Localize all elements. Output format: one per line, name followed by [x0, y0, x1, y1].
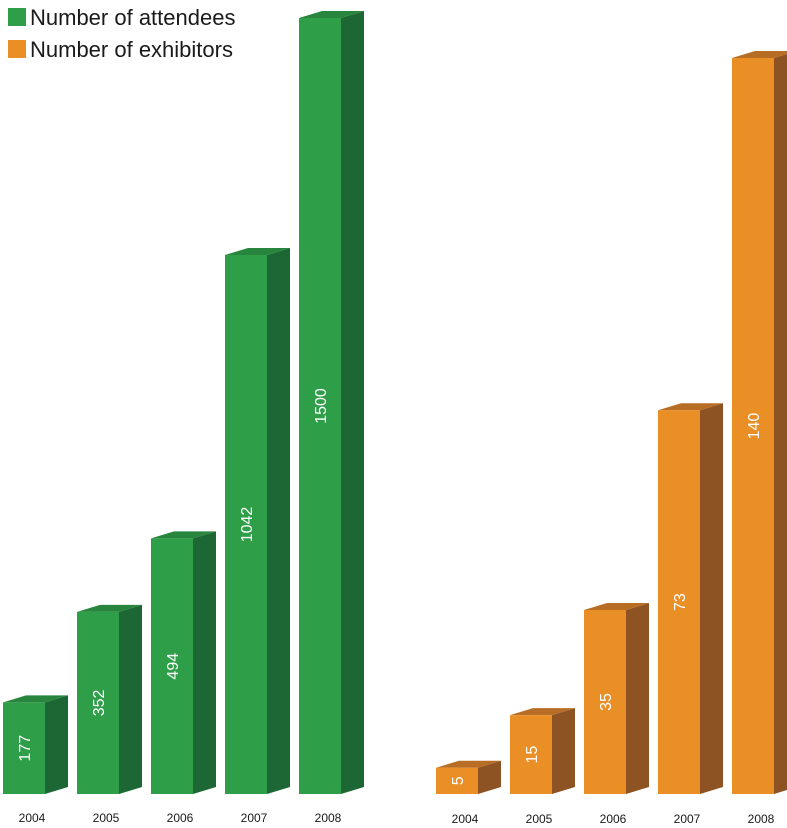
legend-item-attendees: Number of attendees [8, 5, 235, 30]
exhibitors-value-label-2006: 35 [598, 693, 615, 711]
exhibitors-bar-side-2006 [626, 603, 649, 794]
attendees-value-label-2005: 352 [91, 690, 108, 717]
exhibitors-bar-2007: 73 [658, 403, 723, 794]
attendees-value-label-2007: 1042 [239, 507, 256, 543]
attendees-bar-front-2008 [299, 18, 341, 794]
exhibitors-bar-top-2005 [510, 708, 575, 716]
exhibitors-value-label-2004: 5 [450, 776, 467, 785]
exhibitors-bar-side-2007 [700, 403, 723, 794]
exhibitors-bar-front-2005 [510, 715, 552, 794]
legend-item-exhibitors: Number of exhibitors [8, 37, 233, 62]
exhibitors-bar-front-2007 [658, 410, 700, 794]
attendees-value-label-2004: 177 [17, 735, 34, 762]
attendees-bar-front-2004 [3, 702, 45, 794]
attendees-tick-label-2006: 2006 [167, 811, 194, 825]
attendees-bar-top-2004 [3, 695, 68, 703]
attendees-bar-front-2007 [225, 254, 267, 794]
exhibitors-bar-2008: 140 [732, 51, 787, 794]
attendees-bar-side-2005 [119, 604, 142, 794]
attendees-bar-side-2008 [341, 11, 364, 794]
legend-swatch-attendees [8, 8, 26, 26]
attendees-bar-side-2006 [193, 531, 216, 794]
exhibitors-tick-label-2006: 2006 [600, 812, 627, 826]
exhibitors-tick-label-2007: 2007 [674, 812, 701, 826]
exhibitors-bar-2004: 5 [436, 760, 501, 794]
exhibitors-chart: 5 2004 15 2005 35 2006 73 2007 140 2008 [436, 51, 787, 826]
exhibitors-bar-top-2004 [436, 760, 501, 768]
attendees-bar-2004: 177 [3, 695, 68, 794]
attendees-bar-2006: 494 [151, 531, 216, 794]
exhibitors-value-label-2008: 140 [746, 413, 763, 440]
exhibitors-bar-2006: 35 [584, 603, 649, 794]
attendees-bar-side-2004 [45, 695, 68, 794]
attendees-value-label-2008: 1500 [313, 388, 330, 424]
attendees-bar-top-2005 [77, 604, 142, 612]
exhibitors-tick-label-2008: 2008 [748, 812, 775, 826]
exhibitors-bar-side-2008 [774, 54, 787, 794]
attendees-tick-label-2004: 2004 [19, 811, 46, 825]
exhibitors-bar-front-2004 [436, 767, 478, 794]
exhibitors-bar-top-2007 [658, 403, 723, 411]
legend-swatch-exhibitors [8, 40, 26, 58]
exhibitors-bar-2005: 15 [510, 708, 575, 794]
attendees-bar-front-2005 [77, 611, 119, 794]
attendees-tick-label-2005: 2005 [93, 811, 120, 825]
exhibitors-tick-label-2005: 2005 [526, 812, 553, 826]
attendees-bar-top-2007 [225, 247, 290, 255]
attendees-chart: 177 2004 352 2005 494 2006 1042 2007 1500 2008 [3, 11, 364, 825]
legend: Number of attendees Number of exhibitors [8, 5, 235, 62]
attendees-bar-2007: 1042 [225, 247, 290, 794]
legend-label-exhibitors: Number of exhibitors [30, 37, 233, 62]
attendees-tick-label-2007: 2007 [241, 811, 268, 825]
exhibitors-bar-top-2006 [584, 603, 649, 610]
attendees-value-label-2006: 494 [165, 653, 182, 680]
attendees-bar-2008: 1500 [299, 11, 364, 794]
exhibitors-bar-front-2008 [732, 58, 774, 794]
attendees-tick-label-2008: 2008 [315, 811, 342, 825]
attendees-bar-front-2006 [151, 538, 193, 794]
legend-label-attendees: Number of attendees [30, 5, 235, 30]
exhibitors-tick-label-2004: 2004 [452, 812, 479, 826]
attendees-bar-2005: 352 [77, 604, 142, 794]
exhibitors-bar-front-2006 [584, 610, 626, 794]
exhibitors-value-label-2007: 73 [672, 593, 689, 611]
exhibitors-bar-side-2005 [552, 708, 575, 794]
attendees-bar-side-2007 [267, 247, 290, 794]
attendees-bar-top-2008 [299, 11, 364, 18]
exhibitors-bar-top-2008 [732, 51, 787, 58]
exhibitors-bar-side-2004 [478, 760, 501, 794]
exhibitors-value-label-2005: 15 [524, 746, 541, 764]
attendees-bar-top-2006 [151, 531, 216, 539]
